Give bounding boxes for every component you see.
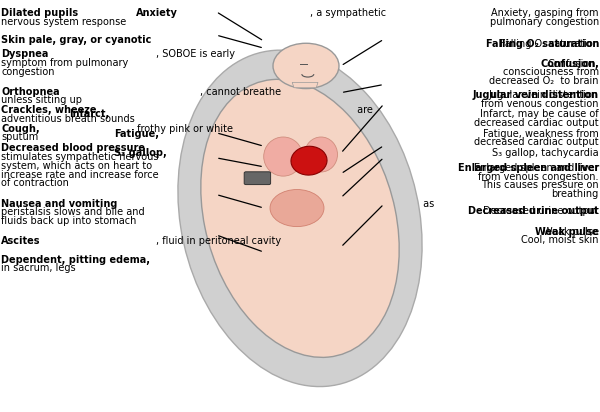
FancyBboxPatch shape: [244, 172, 271, 185]
Text: Decreased urine output: Decreased urine output: [483, 206, 599, 216]
Text: Decreased urine output: Decreased urine output: [468, 206, 599, 216]
Text: Falling O₂ saturation: Falling O₂ saturation: [485, 39, 599, 49]
Text: from venous congestion.: from venous congestion.: [478, 171, 599, 182]
Text: Infarct,: Infarct,: [70, 109, 110, 119]
Text: Weak pulse: Weak pulse: [535, 227, 599, 236]
Text: adventitious breath sounds: adventitious breath sounds: [1, 114, 135, 124]
Text: Falling O₂ saturation: Falling O₂ saturation: [500, 39, 599, 49]
Text: Ascites: Ascites: [1, 236, 41, 246]
Text: , cannot breathe: , cannot breathe: [200, 87, 281, 96]
Text: Confusion,: Confusion,: [547, 59, 599, 68]
Text: Anxiety, gasping from: Anxiety, gasping from: [491, 8, 599, 18]
Text: Orthopnea: Orthopnea: [1, 87, 60, 96]
Text: stimulates sympathetic nervous: stimulates sympathetic nervous: [1, 152, 158, 162]
Text: Enlarged spleen and liver: Enlarged spleen and liver: [458, 163, 599, 173]
Text: sputum: sputum: [1, 133, 38, 143]
Ellipse shape: [264, 137, 303, 176]
Text: Dyspnea: Dyspnea: [1, 49, 49, 59]
Polygon shape: [292, 82, 318, 88]
Text: Nausea and vomiting: Nausea and vomiting: [1, 199, 118, 208]
Text: as: as: [420, 199, 434, 208]
Text: Decreased blood pressure: Decreased blood pressure: [1, 143, 145, 153]
Text: Weak pulse: Weak pulse: [542, 227, 599, 236]
Text: decreased O₂  to brain: decreased O₂ to brain: [490, 76, 599, 86]
Text: S₃ gallop,: S₃ gallop,: [113, 148, 166, 158]
Text: Anxiety: Anxiety: [136, 8, 178, 18]
Text: decreased cardiac output: decreased cardiac output: [474, 138, 599, 147]
Text: Fatigue,: Fatigue,: [113, 129, 158, 138]
Text: pulmonary congestion: pulmonary congestion: [490, 17, 599, 27]
Ellipse shape: [201, 80, 399, 357]
Text: symptom from pulmonary: symptom from pulmonary: [1, 59, 128, 68]
Text: Enlarged spleen and liver: Enlarged spleen and liver: [474, 163, 599, 173]
Text: Dilated pupils: Dilated pupils: [1, 8, 79, 18]
Text: are: are: [354, 105, 373, 115]
Ellipse shape: [305, 137, 337, 172]
Text: Fatigue, weakness from: Fatigue, weakness from: [483, 129, 599, 138]
Text: , a sympathetic: , a sympathetic: [310, 8, 386, 18]
Text: Cough,: Cough,: [1, 124, 40, 133]
Circle shape: [273, 43, 339, 89]
Text: consciousness from: consciousness from: [503, 67, 599, 77]
Text: Infarct, may be cause of: Infarct, may be cause of: [480, 109, 599, 119]
Text: Jugular vein distention: Jugular vein distention: [488, 90, 599, 100]
Text: This causes pressure on: This causes pressure on: [481, 180, 599, 190]
Text: Jugular vein distention: Jugular vein distention: [473, 90, 599, 100]
Text: from venous congestion: from venous congestion: [481, 99, 599, 109]
Text: of contraction: of contraction: [1, 178, 69, 188]
Text: congestion: congestion: [1, 67, 55, 77]
Text: peristalsis slows and bile and: peristalsis slows and bile and: [1, 208, 145, 218]
Text: frothy pink or white: frothy pink or white: [134, 124, 233, 133]
Text: in sacrum, legs: in sacrum, legs: [1, 264, 76, 274]
Text: Dependent, pitting edema,: Dependent, pitting edema,: [1, 255, 150, 265]
Text: increase rate and increase force: increase rate and increase force: [1, 170, 159, 180]
Text: , fluid in peritoneal cavity: , fluid in peritoneal cavity: [155, 236, 281, 246]
Text: system, which acts on heart to: system, which acts on heart to: [1, 161, 152, 171]
Text: nervous system response: nervous system response: [1, 17, 127, 27]
Text: breathing: breathing: [551, 190, 599, 199]
Text: Confusion,: Confusion,: [540, 59, 599, 68]
Text: Crackles, wheeze: Crackles, wheeze: [1, 105, 97, 115]
Text: S₃ gallop, tachycardia: S₃ gallop, tachycardia: [492, 148, 599, 158]
Text: Cool, moist skin: Cool, moist skin: [521, 236, 599, 246]
Text: fluids back up into stomach: fluids back up into stomach: [1, 216, 137, 226]
Text: Skin pale, gray, or cyanotic: Skin pale, gray, or cyanotic: [1, 35, 152, 45]
Ellipse shape: [270, 190, 324, 227]
Ellipse shape: [291, 146, 327, 175]
Ellipse shape: [178, 50, 422, 386]
Text: , SOBOE is early: , SOBOE is early: [155, 49, 235, 59]
Text: decreased cardiac output: decreased cardiac output: [474, 118, 599, 128]
Text: unless sitting up: unless sitting up: [1, 96, 82, 105]
